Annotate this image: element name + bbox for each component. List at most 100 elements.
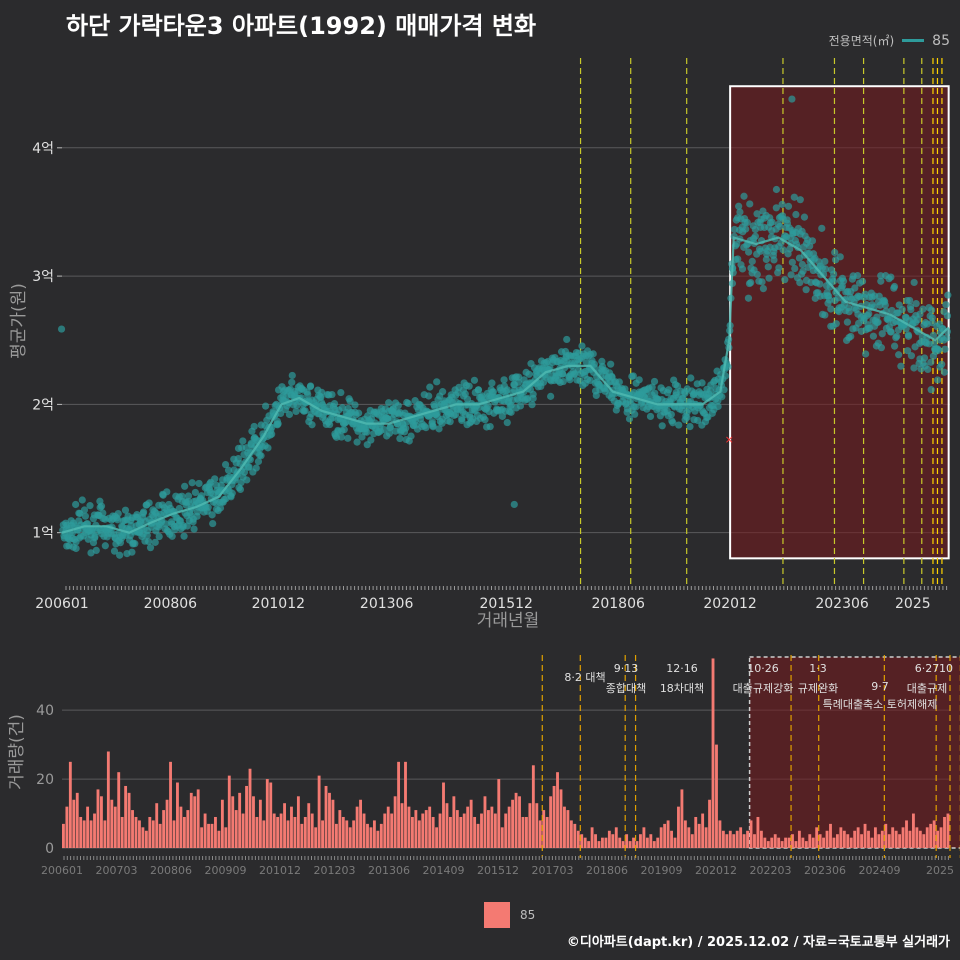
- scatter-point: [525, 370, 533, 378]
- bar: [625, 834, 629, 848]
- scatter-point: [798, 260, 806, 269]
- bar: [801, 837, 805, 848]
- scatter-point: [439, 388, 447, 396]
- bar: [877, 834, 881, 848]
- bar-y-tick-label: 40: [36, 703, 54, 719]
- scatter-point: [770, 256, 778, 264]
- bar: [880, 830, 884, 848]
- scatter-point: [110, 547, 119, 555]
- bar: [151, 820, 155, 848]
- scatter-point: [914, 316, 922, 324]
- scatter-point: [433, 378, 441, 386]
- scatter-point: [862, 350, 870, 358]
- bar: [576, 830, 580, 848]
- scatter-point: [529, 390, 537, 398]
- scatter-point: [140, 508, 148, 516]
- scatter-point: [57, 325, 66, 333]
- scatter-point: [114, 509, 122, 518]
- bar-x-tick-label: 201703: [532, 864, 574, 877]
- scatter-point: [80, 506, 89, 514]
- scatter-point: [772, 204, 780, 212]
- bar: [545, 816, 549, 848]
- bar-x-tick-label: 200806: [150, 864, 192, 877]
- bar: [908, 830, 912, 848]
- annotation-date: 9·13: [614, 662, 639, 675]
- annotation-name: 18차대책: [660, 682, 704, 695]
- scatter-point: [216, 504, 225, 512]
- x-tick-label: 202012: [703, 596, 756, 612]
- bar: [68, 761, 72, 848]
- scatter-point: [920, 354, 929, 362]
- bar: [715, 744, 718, 848]
- scatter-point: [178, 492, 186, 500]
- scatter-point: [510, 500, 518, 509]
- bar: [252, 796, 255, 848]
- bar: [186, 810, 190, 848]
- scatter-point: [351, 401, 359, 409]
- scatter-point: [330, 399, 339, 408]
- scatter-point: [912, 300, 920, 308]
- scatter-point: [944, 291, 952, 299]
- bar: [884, 823, 888, 848]
- bar: [314, 827, 318, 848]
- scatter-point: [306, 382, 315, 390]
- scatter-point: [753, 270, 761, 279]
- scatter-point: [827, 305, 835, 313]
- bar: [75, 792, 79, 848]
- legend-area-value: 85: [932, 32, 950, 49]
- bar: [573, 823, 577, 848]
- bar: [113, 806, 117, 848]
- scatter-point: [81, 512, 89, 520]
- bar: [673, 837, 677, 848]
- bar: [169, 761, 172, 848]
- bar: [549, 796, 553, 848]
- bar: [808, 834, 812, 848]
- annotation-date: 10·26: [747, 662, 779, 675]
- scatter-point: [239, 437, 247, 445]
- scatter-point: [791, 264, 799, 273]
- scatter-point: [694, 416, 702, 425]
- annotation-name: 종합대책: [606, 682, 646, 695]
- scatter-point: [683, 413, 691, 422]
- bar: [120, 816, 124, 848]
- scatter-point: [304, 391, 312, 399]
- bar: [770, 837, 774, 848]
- scatter-point: [144, 537, 153, 546]
- scatter-point: [907, 352, 916, 360]
- bar: [753, 834, 756, 848]
- x-tick-label: 2025: [895, 596, 931, 612]
- bar: [435, 827, 439, 848]
- scatter-point: [779, 246, 787, 254]
- scatter-point: [245, 463, 253, 471]
- bar: [911, 813, 915, 848]
- bar: [746, 830, 749, 848]
- scatter-point: [910, 278, 918, 287]
- bar-x-tick-label: 201806: [586, 864, 628, 877]
- bar: [179, 806, 183, 848]
- bar: [559, 789, 563, 848]
- bar: [618, 837, 622, 848]
- scatter-point: [514, 378, 523, 386]
- bar: [459, 816, 463, 848]
- scatter-point: [927, 358, 935, 366]
- scatter-point: [209, 519, 217, 528]
- bar: [604, 837, 608, 848]
- bar: [131, 810, 134, 848]
- scatter-point: [592, 391, 600, 399]
- scatter-point: [675, 421, 683, 429]
- scatter-point: [180, 532, 188, 540]
- bar: [815, 827, 819, 848]
- bar: [563, 806, 566, 848]
- bar: [601, 837, 604, 848]
- bar: [670, 830, 673, 848]
- bar: [514, 792, 518, 848]
- bar: [818, 834, 822, 848]
- scatter-point: [252, 464, 260, 472]
- bar: [328, 792, 331, 848]
- bar: [659, 827, 663, 848]
- bar: [531, 765, 535, 848]
- bar: [929, 823, 933, 848]
- scatter-point: [943, 312, 952, 320]
- chart-title: 하단 가락타운3 아파트(1992) 매매가격 변화: [66, 12, 537, 40]
- bar: [362, 813, 366, 848]
